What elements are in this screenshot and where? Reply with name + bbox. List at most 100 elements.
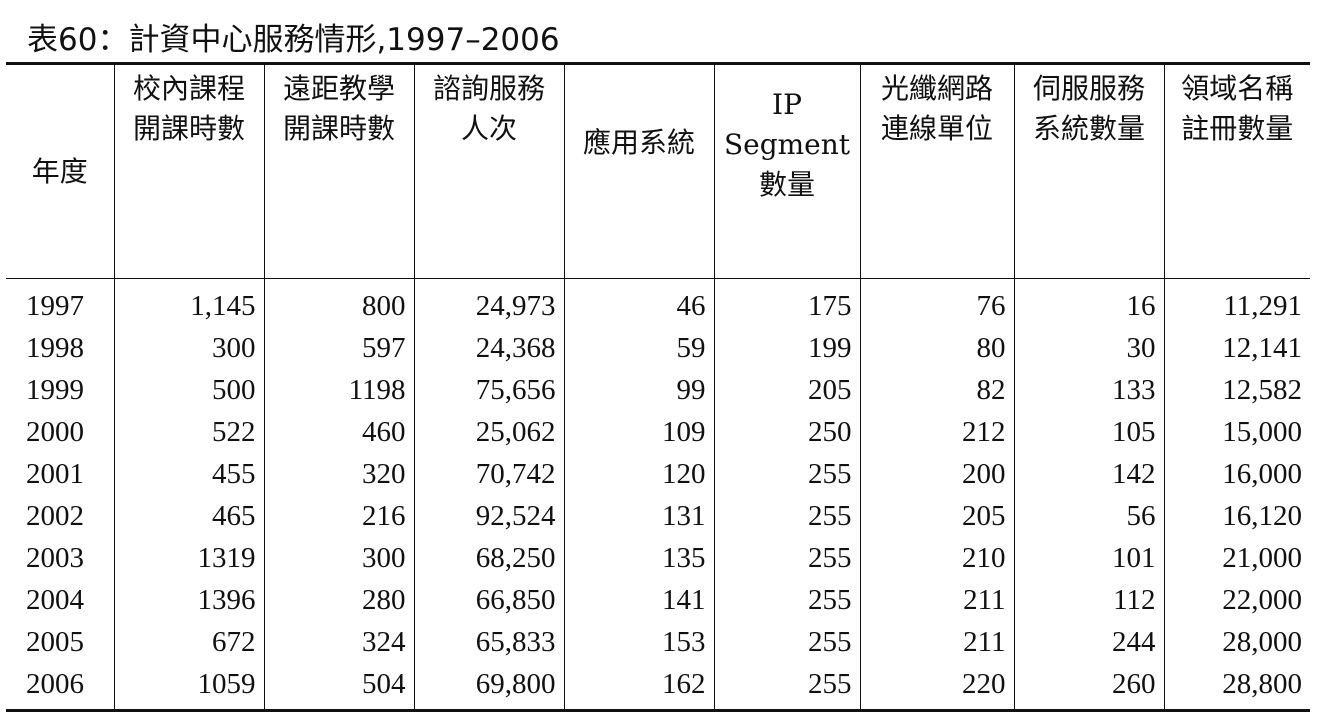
- distance-course-hours-cell: 320: [263, 453, 414, 495]
- year-cell: 2005: [26, 626, 84, 658]
- ip-segment-cell: 255: [713, 495, 860, 537]
- col-header-ip-segment-count: IP Segment 數量: [713, 63, 860, 279]
- table-row: 2001 455 320 70,742 120 255 200 142 16,000: [6, 453, 1310, 495]
- consulting-visits-cell: 24,368: [413, 327, 564, 369]
- header-line: 遠距教學: [282, 72, 395, 105]
- application-systems-cell: 131: [563, 495, 714, 537]
- domain-registrations-cell: 28,000: [1163, 621, 1310, 663]
- fiber-units-cell: 211: [859, 621, 1014, 663]
- header-line: 系統數量: [1032, 112, 1145, 145]
- distance-course-hours-cell: 324: [263, 621, 414, 663]
- consulting-visits-cell: 70,742: [413, 453, 564, 495]
- table-row: 2003 1319 300 68,250 135 255 210 101 21,000: [6, 537, 1310, 579]
- header-line: Segment: [723, 128, 851, 161]
- computing-center-services-table: 年度 校內課程 開課時數 遠距教學 開課時數 諮詢服務 人次 應用系統 IP S…: [6, 62, 1310, 712]
- ip-segment-cell: 250: [713, 411, 860, 453]
- ip-segment-cell: 255: [713, 621, 860, 663]
- year-cell: 1997: [26, 290, 84, 322]
- campus-course-hours-cell: 500: [113, 369, 264, 411]
- col-header-campus-course-hours: 校內課程 開課時數: [113, 63, 264, 279]
- application-systems-cell: 153: [563, 621, 714, 663]
- campus-course-hours-cell: 1396: [113, 579, 264, 621]
- consulting-visits-cell: 69,800: [413, 663, 564, 711]
- fiber-units-cell: 76: [859, 278, 1014, 327]
- ip-segment-cell: 205: [713, 369, 860, 411]
- consulting-visits-cell: 24,973: [413, 278, 564, 327]
- table-row: 2000 522 460 25,062 109 250 212 105 15,000: [6, 411, 1310, 453]
- distance-course-hours-cell: 504: [263, 663, 414, 711]
- header-line: 校內課程: [132, 72, 245, 105]
- fiber-units-cell: 220: [859, 663, 1014, 711]
- header-line: 註冊數量: [1181, 112, 1294, 145]
- col-header-consulting-visits: 諮詢服務 人次: [413, 63, 564, 279]
- fiber-units-cell: 205: [859, 495, 1014, 537]
- application-systems-cell: 59: [563, 327, 714, 369]
- col-header-fiber-network-units: 光纖網路 連線單位: [859, 63, 1014, 279]
- table-row: 2006 1059 504 69,800 162 255 220 260 28,800: [6, 663, 1310, 711]
- col-header-server-systems: 伺服服務 系統數量: [1013, 63, 1164, 279]
- ip-segment-cell: 255: [713, 453, 860, 495]
- campus-course-hours-cell: 1059: [113, 663, 264, 711]
- fiber-units-cell: 82: [859, 369, 1014, 411]
- domain-registrations-cell: 22,000: [1163, 579, 1310, 621]
- server-systems-cell: 133: [1013, 369, 1164, 411]
- application-systems-cell: 141: [563, 579, 714, 621]
- header-line: 應用系統: [582, 126, 695, 159]
- ip-segment-cell: 255: [713, 537, 860, 579]
- campus-course-hours-cell: 465: [113, 495, 264, 537]
- col-header-domain-registrations: 領域名稱 註冊數量: [1163, 63, 1310, 279]
- domain-registrations-cell: 21,000: [1163, 537, 1310, 579]
- application-systems-cell: 46: [563, 278, 714, 327]
- table-row: 2005 672 324 65,833 153 255 211 244 28,000: [6, 621, 1310, 663]
- table-row: 1999 500 1198 75,656 99 205 82 133 12,582: [6, 369, 1310, 411]
- fiber-units-cell: 212: [859, 411, 1014, 453]
- domain-registrations-cell: 28,800: [1163, 663, 1310, 711]
- server-systems-cell: 260: [1013, 663, 1164, 711]
- table-row: 2004 1396 280 66,850 141 255 211 112 22,000: [6, 579, 1310, 621]
- consulting-visits-cell: 75,656: [413, 369, 564, 411]
- header-line: 光纖網路: [880, 72, 993, 105]
- domain-registrations-cell: 16,120: [1163, 495, 1310, 537]
- year-cell: 2000: [26, 416, 84, 448]
- campus-course-hours-cell: 522: [113, 411, 264, 453]
- application-systems-cell: 162: [563, 663, 714, 711]
- table-row: 2002 465 216 92,524 131 255 205 56 16,120: [6, 495, 1310, 537]
- header-line: 領域名稱: [1181, 72, 1294, 105]
- distance-course-hours-cell: 1198: [263, 369, 414, 411]
- header-row: 年度 校內課程 開課時數 遠距教學 開課時數 諮詢服務 人次 應用系統 IP S…: [6, 63, 1310, 279]
- header-line: IP: [772, 88, 802, 121]
- consulting-visits-cell: 92,524: [413, 495, 564, 537]
- consulting-visits-cell: 25,062: [413, 411, 564, 453]
- server-systems-cell: 112: [1013, 579, 1164, 621]
- campus-course-hours-cell: 455: [113, 453, 264, 495]
- campus-course-hours-cell: 672: [113, 621, 264, 663]
- application-systems-cell: 120: [563, 453, 714, 495]
- application-systems-cell: 99: [563, 369, 714, 411]
- domain-registrations-cell: 11,291: [1163, 278, 1310, 327]
- header-line: 數量: [758, 168, 815, 201]
- fiber-units-cell: 211: [859, 579, 1014, 621]
- header-line: 伺服服務: [1032, 72, 1145, 105]
- domain-registrations-cell: 15,000: [1163, 411, 1310, 453]
- campus-course-hours-cell: 300: [113, 327, 264, 369]
- year-cell: 2001: [26, 458, 84, 490]
- year-cell: 1999: [26, 374, 84, 406]
- header-line: 連線單位: [880, 112, 993, 145]
- server-systems-cell: 56: [1013, 495, 1164, 537]
- server-systems-cell: 105: [1013, 411, 1164, 453]
- ip-segment-cell: 175: [713, 278, 860, 327]
- consulting-visits-cell: 68,250: [413, 537, 564, 579]
- fiber-units-cell: 210: [859, 537, 1014, 579]
- domain-registrations-cell: 12,582: [1163, 369, 1310, 411]
- consulting-visits-cell: 66,850: [413, 579, 564, 621]
- year-cell: 2004: [26, 584, 84, 616]
- server-systems-cell: 101: [1013, 537, 1164, 579]
- application-systems-cell: 109: [563, 411, 714, 453]
- header-line: 年度: [31, 154, 88, 188]
- server-systems-cell: 244: [1013, 621, 1164, 663]
- year-cell: 2006: [26, 668, 84, 700]
- consulting-visits-cell: 65,833: [413, 621, 564, 663]
- fiber-units-cell: 200: [859, 453, 1014, 495]
- application-systems-cell: 135: [563, 537, 714, 579]
- domain-registrations-cell: 16,000: [1163, 453, 1310, 495]
